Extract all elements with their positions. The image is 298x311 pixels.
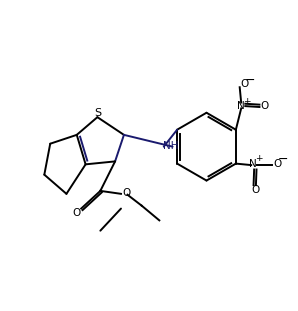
Text: O: O [251, 185, 259, 195]
Text: +: + [243, 97, 251, 106]
Text: O: O [122, 188, 130, 198]
Text: O: O [73, 208, 81, 218]
Text: N: N [249, 159, 257, 169]
Text: S: S [94, 108, 102, 118]
Text: O: O [260, 101, 268, 111]
Text: NH: NH [163, 141, 179, 151]
Text: −: − [278, 153, 288, 166]
Text: O: O [240, 79, 248, 89]
Text: O: O [273, 159, 281, 169]
Text: N: N [237, 101, 244, 111]
Text: +: + [255, 154, 263, 163]
Text: −: − [245, 74, 255, 87]
